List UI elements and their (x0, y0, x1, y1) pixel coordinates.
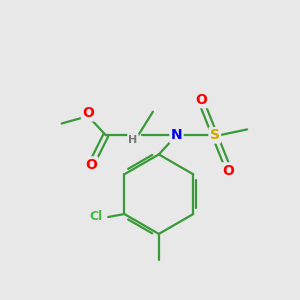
Text: H: H (128, 135, 137, 145)
Text: Cl: Cl (90, 211, 103, 224)
Text: O: O (222, 164, 234, 178)
Text: O: O (82, 106, 94, 120)
Text: N: N (171, 128, 182, 142)
Text: O: O (85, 158, 97, 172)
Text: S: S (210, 128, 220, 142)
Text: O: O (196, 93, 208, 107)
